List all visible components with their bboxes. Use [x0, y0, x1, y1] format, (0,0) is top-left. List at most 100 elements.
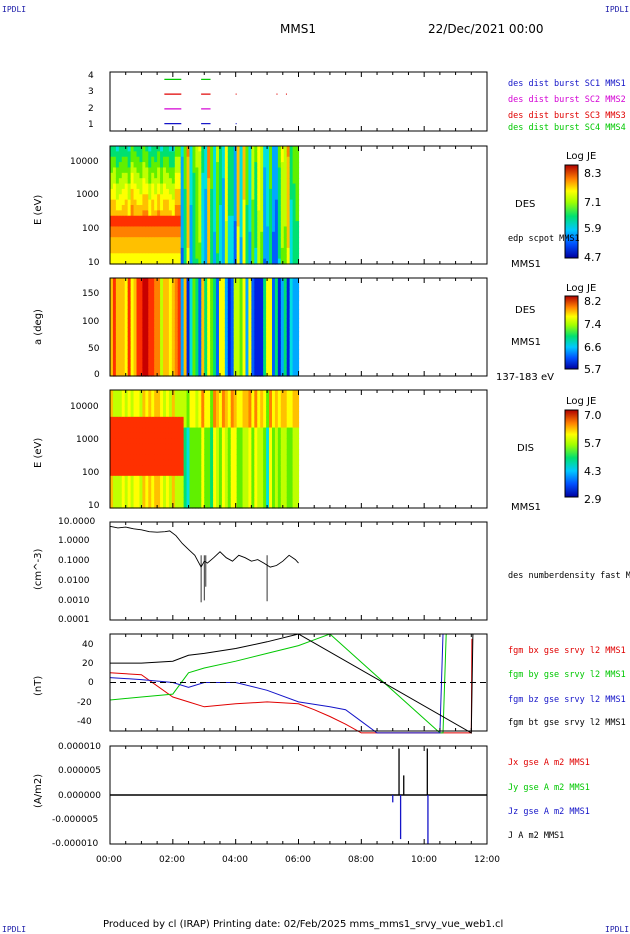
- heatmap-cell: [124, 335, 129, 341]
- heatmap-cell: [286, 253, 291, 260]
- heatmap-cell: [124, 172, 129, 179]
- heatmap-cell: [239, 470, 244, 477]
- heatmap-cell: [242, 416, 247, 423]
- heatmap-cell: [233, 162, 238, 169]
- heatmap-cell: [163, 253, 167, 260]
- heatmap-cell: [242, 427, 247, 434]
- heatmap-cell: [204, 199, 208, 206]
- heatmap-cell: [292, 349, 297, 355]
- heatmap-cell: [157, 146, 161, 152]
- heatmap-cell: [115, 443, 120, 450]
- heatmap-cell: [221, 291, 226, 297]
- heatmap-cell: [218, 313, 223, 319]
- heatmap-cell: [280, 309, 285, 315]
- heatmap-cell: [292, 335, 297, 341]
- heatmap-cell: [157, 349, 161, 355]
- heatmap-cell: [127, 491, 132, 498]
- heatmap-cell: [213, 432, 217, 439]
- heatmap-cell: [151, 215, 155, 222]
- heatmap-cell: [242, 465, 247, 472]
- heatmap-cell: [115, 258, 120, 265]
- heatmap-cell: [195, 395, 199, 402]
- heatmap-cell: [210, 497, 214, 504]
- heatmap-cell: [289, 215, 294, 222]
- heatmap-cell: [239, 349, 244, 355]
- heatmap-cell: [151, 367, 155, 373]
- heatmap-cell: [174, 162, 179, 169]
- heatmap-cell: [280, 459, 285, 466]
- heatmap-cell: [168, 390, 173, 396]
- heatmap-cell: [142, 400, 146, 407]
- heatmap-cell: [171, 172, 176, 179]
- heatmap-cell: [177, 237, 182, 244]
- heatmap-cell: [271, 438, 276, 445]
- heatmap-cell: [115, 167, 120, 174]
- heatmap-cell: [115, 215, 120, 222]
- heatmap-cell: [242, 295, 247, 301]
- heatmap-cell: [242, 349, 247, 355]
- heatmap-cell: [207, 465, 211, 472]
- heatmap-cell: [121, 304, 126, 310]
- heatmap-cell: [289, 162, 294, 169]
- heatmap-cell: [142, 300, 146, 306]
- heatmap-cell: [157, 362, 161, 368]
- heatmap-cell: [269, 367, 273, 373]
- heatmap-cell: [139, 331, 143, 337]
- heatmap-cell: [236, 390, 241, 396]
- heatmap-cell: [257, 215, 261, 222]
- heatmap-cell: [112, 253, 117, 260]
- heatmap-cell: [183, 454, 188, 461]
- heatmap-cell: [286, 156, 291, 163]
- heatmap-cell: [183, 304, 188, 310]
- heatmap-cell: [110, 247, 114, 254]
- heatmap-cell: [280, 172, 285, 179]
- heatmap-cell: [269, 318, 273, 324]
- heatmap-cell: [174, 215, 179, 222]
- heatmap-cell: [154, 318, 158, 324]
- heatmap-cell: [148, 156, 152, 163]
- heatmap-cell: [115, 231, 120, 238]
- heatmap-cell: [210, 237, 214, 244]
- heatmap-cell: [118, 371, 123, 377]
- heatmap-cell: [207, 199, 211, 206]
- heatmap-cell: [230, 358, 235, 364]
- heatmap-cell: [213, 331, 217, 337]
- heatmap-cell: [254, 304, 258, 310]
- heatmap-cell: [269, 194, 273, 201]
- heatmap-cell: [110, 400, 114, 407]
- heatmap-cell: [148, 313, 152, 319]
- heatmap-cell: [174, 300, 179, 306]
- heatmap-cell: [280, 162, 285, 169]
- heatmap-cell: [201, 162, 205, 169]
- heatmap-cell: [236, 449, 241, 455]
- heatmap-cell: [110, 353, 114, 359]
- heatmap-cell: [221, 226, 226, 233]
- heatmap-cell: [257, 146, 261, 152]
- heatmap-cell: [115, 358, 120, 364]
- heatmap-cell: [233, 210, 238, 217]
- heatmap-cell: [207, 486, 211, 493]
- heatmap-cell: [207, 226, 211, 233]
- heatmap-cell: [271, 416, 276, 423]
- heatmap-cell: [218, 156, 223, 163]
- heatmap-cell: [242, 449, 247, 455]
- heatmap-cell: [177, 278, 182, 284]
- heatmap-cell: [233, 304, 238, 310]
- heatmap-cell: [289, 362, 294, 368]
- heatmap-cell: [201, 247, 205, 254]
- heatmap-cell: [245, 313, 250, 319]
- heatmap-cell: [192, 318, 197, 324]
- heatmap-cell: [242, 199, 247, 206]
- heatmap-cell: [266, 438, 270, 445]
- heatmap-cell: [245, 416, 250, 423]
- heatmap-cell: [160, 491, 164, 498]
- heatmap-cell: [257, 278, 261, 284]
- heatmap-cell: [263, 205, 267, 211]
- heatmap-cell: [227, 411, 232, 418]
- heatmap-cell: [277, 340, 282, 346]
- heatmap-cell: [230, 167, 235, 174]
- heatmap-cell: [233, 406, 238, 413]
- heatmap-cell: [112, 449, 117, 455]
- heatmap-cell: [110, 253, 114, 260]
- heatmap-cell: [139, 486, 143, 493]
